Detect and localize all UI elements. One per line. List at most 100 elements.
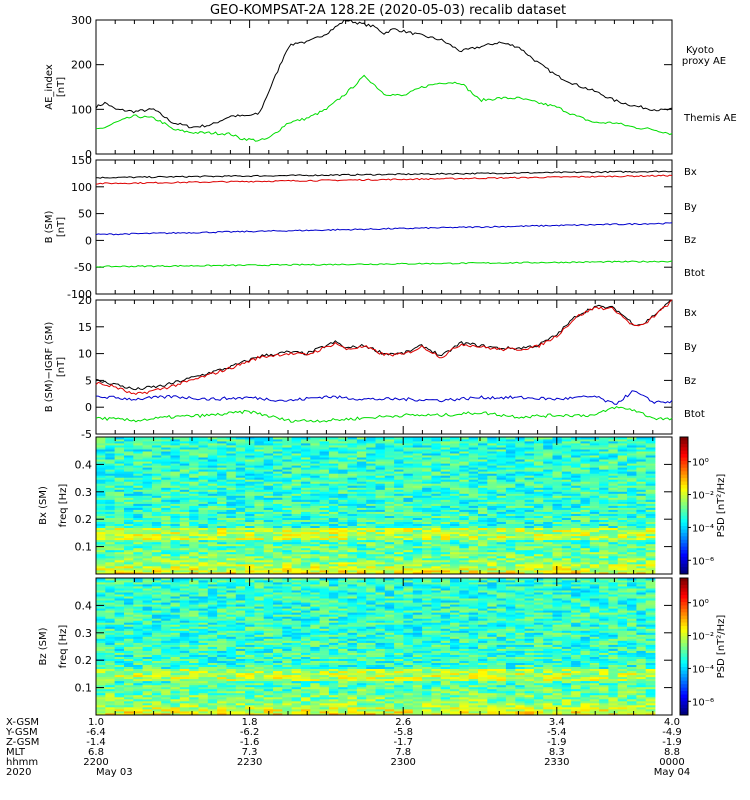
spectrogram-cell (552, 523, 563, 526)
spectrogram-cell (543, 572, 553, 575)
spectrogram-cell (422, 449, 432, 452)
spectrogram-cell (114, 706, 125, 710)
spectrogram-cell (422, 509, 432, 512)
spectrogram-cell (617, 441, 628, 444)
spectrogram-cell (440, 463, 451, 466)
spectrogram-cell (142, 557, 153, 561)
spectrogram-cell (459, 555, 469, 559)
spectrogram-cell (217, 702, 227, 706)
spectrogram-cell (459, 519, 469, 522)
spectrogram-cell (366, 555, 376, 559)
spectrogram-cell (496, 535, 507, 539)
spectrogram-cell (347, 700, 358, 704)
spectrogram-cell (263, 453, 274, 456)
spectrogram-cell (375, 523, 386, 526)
spectrogram-cell (468, 475, 479, 478)
spectrogram-cell (487, 527, 497, 531)
spectrogram-cell (561, 563, 572, 567)
spectrogram-cell (356, 505, 367, 508)
spectrogram-cell (124, 469, 134, 472)
spectrogram-cell (636, 447, 647, 450)
spectrogram-cell (384, 489, 395, 492)
spectrogram-cell (627, 557, 637, 561)
spectrogram-cell (114, 570, 125, 573)
spectrogram-cell (263, 523, 274, 526)
spectrogram-cell (124, 445, 134, 448)
spectrogram-cell (431, 559, 442, 563)
spectrogram-cell (617, 475, 628, 478)
spectrogram-cell (478, 461, 488, 464)
spectrogram-cell (170, 539, 181, 543)
spectrogram-cell (217, 557, 227, 561)
spectrogram-cell (245, 537, 255, 541)
spectrogram-cell (189, 517, 199, 520)
spectrogram-cell (533, 541, 544, 545)
spectrogram-cell (245, 499, 255, 502)
spectrogram-cell (627, 479, 637, 482)
spectrogram-cell (450, 439, 460, 442)
spectrogram-cell (505, 515, 516, 518)
spectrogram-cell (170, 570, 181, 573)
spectrogram-cell (487, 563, 497, 567)
spectrogram-cell (384, 696, 395, 700)
spectrogram-cell (235, 700, 246, 704)
spectrogram-cell (487, 487, 497, 490)
spectrogram-cell (114, 465, 125, 468)
spectrogram-cell (356, 453, 367, 456)
spectrogram-cell (96, 493, 106, 496)
spectrogram-cell (254, 507, 265, 510)
spectrogram-cell (366, 467, 376, 470)
spectrogram-cell (487, 700, 497, 704)
spectrogram-cell (533, 557, 544, 561)
spectrogram-cell (170, 441, 181, 444)
spectrogram-cell (114, 537, 125, 541)
spectrogram-cell (310, 495, 320, 498)
spectrogram-cell (124, 453, 134, 456)
spectrogram-cell (403, 439, 414, 442)
spectrogram-cell (207, 565, 218, 569)
spectrogram-cell (599, 700, 609, 704)
spectrogram-cell (170, 443, 181, 446)
spectrogram-cell (459, 471, 469, 474)
spectrogram-cell (263, 443, 274, 446)
spectrogram-cell (478, 501, 488, 504)
spectrogram-cell (245, 543, 255, 547)
spectrogram-cell (273, 451, 283, 454)
spectrogram-cell (627, 513, 637, 516)
spectrogram-cell (114, 503, 125, 506)
spectrogram-cell (301, 507, 311, 510)
spectrogram-cell (310, 704, 320, 708)
spectrogram-cell (319, 547, 330, 551)
spectrogram-cell (356, 491, 367, 494)
spectrogram-cell (226, 439, 237, 442)
spectrogram-cell (608, 527, 619, 531)
spectrogram-cell (142, 505, 153, 508)
spectrogram-cell (170, 485, 181, 488)
spectrogram-cell (487, 698, 497, 702)
spectrogram-cell (450, 713, 460, 716)
spectrogram-cell (319, 481, 330, 484)
spectrogram-cell (496, 537, 507, 541)
spectrogram-cell (533, 535, 544, 539)
spectrogram-cell (207, 521, 218, 524)
spectrogram-cell (403, 521, 414, 524)
spectrogram-cell (403, 515, 414, 518)
spectrogram-cell (114, 709, 125, 712)
spectrogram-cell (301, 713, 311, 716)
spectrogram-cell (356, 487, 367, 490)
spectrogram-cell (291, 489, 302, 492)
spectrogram-cell (170, 557, 181, 561)
spectrogram-cell (170, 487, 181, 490)
spectrogram-cell (580, 561, 591, 565)
spectrogram-cell (440, 481, 451, 484)
spectrogram-cell (133, 483, 143, 486)
spectrogram-cell (645, 570, 656, 573)
spectrogram-cell (384, 535, 395, 539)
spectrogram-cell (608, 529, 619, 533)
spectrogram-cell (505, 711, 516, 714)
spectrogram-cell (226, 535, 237, 539)
spectrogram-cell (627, 539, 637, 543)
spectrogram-cell (468, 533, 479, 537)
spectrogram-cell (608, 521, 619, 524)
spectrogram-cell (375, 553, 386, 557)
